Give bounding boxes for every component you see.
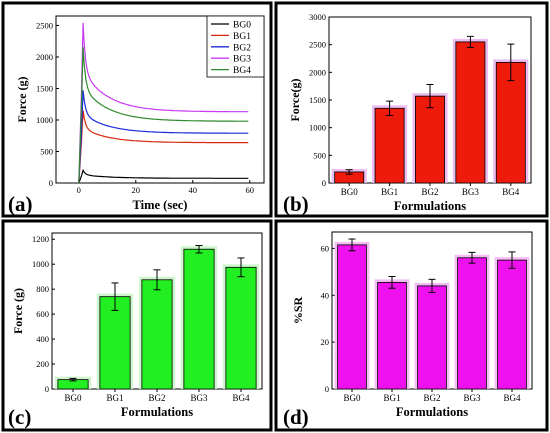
x-tick-label: 60 — [246, 185, 255, 195]
bar-BG1 — [374, 107, 405, 184]
x-tick-label: BG1 — [381, 187, 398, 197]
x-tick-label: BG2 — [421, 187, 438, 197]
x-tick-label: 20 — [132, 185, 141, 195]
legend-label: BG2 — [233, 43, 251, 53]
y-tick-label: 1000 — [32, 259, 49, 269]
y-tick-label: 1200 — [32, 234, 49, 244]
x-tick-label: BG3 — [463, 393, 481, 403]
x-tick-label: BG0 — [64, 393, 82, 403]
y-axis-label: %SR — [291, 296, 305, 324]
bar-BG3 — [183, 248, 215, 390]
x-tick-label: BG0 — [343, 393, 361, 403]
x-axis-label: Time (sec) — [133, 198, 188, 212]
x-tick-label: BG4 — [503, 393, 521, 403]
y-tick-label: 2000 — [36, 52, 53, 62]
y-tick-label: 400 — [36, 334, 49, 344]
bar-BG0 — [337, 244, 367, 390]
legend-label: BG4 — [233, 66, 251, 76]
bar-BG2 — [141, 279, 173, 390]
panel-label: (a) — [8, 192, 33, 216]
y-tick-label: 0 — [49, 178, 53, 188]
bar-BG1 — [99, 296, 131, 390]
panel-c: 0 200 400 600 800 1000 1200 Force (g) BG0 BG1 BG2 B… — [1, 219, 273, 432]
panel-label: (c) — [8, 405, 31, 429]
y-tick-label: 500 — [313, 150, 326, 160]
y-tick-label: 600 — [36, 309, 49, 319]
x-axis-label: Formulations — [396, 405, 468, 419]
x-tick-label: BG3 — [190, 393, 208, 403]
panel-label: (d) — [283, 405, 309, 429]
series-line-BG4 — [78, 46, 249, 184]
series-line-BG2 — [78, 90, 249, 184]
y-axis-label: Force(g) — [288, 78, 302, 121]
x-tick-label: BG4 — [232, 393, 250, 403]
panel-b: 0 500 1000 1500 2000 2500 3000 Force(g) BG0 BG1 BG… — [274, 1, 549, 218]
y-axis-label: Force (g) — [15, 76, 29, 122]
series-line-BG3 — [78, 22, 249, 184]
bar-BG2 — [417, 285, 447, 390]
x-tick-label: BG0 — [341, 187, 359, 197]
y-tick-label: 3000 — [309, 12, 326, 22]
legend-label: BG0 — [233, 21, 251, 31]
bar-BG1 — [377, 281, 407, 390]
y-tick-label: 20 — [321, 337, 330, 347]
y-tick-label: 1500 — [36, 83, 53, 93]
axes-box — [55, 15, 265, 184]
x-tick-label: 40 — [189, 185, 198, 195]
y-tick-label: 200 — [36, 359, 49, 369]
y-axis-label: Force (g) — [11, 288, 25, 334]
series-line-BG1 — [78, 110, 249, 184]
bar-BG3 — [455, 41, 486, 184]
y-tick-label: 1500 — [309, 95, 326, 105]
x-tick-label: BG4 — [502, 187, 520, 197]
y-tick-label: 0 — [325, 384, 329, 394]
bar-BG4 — [225, 266, 257, 390]
y-tick-label: 800 — [36, 284, 49, 294]
y-tick-label: 500 — [40, 146, 53, 156]
panel-label: (b) — [283, 192, 309, 216]
y-tick-label: 2000 — [309, 67, 326, 77]
y-tick-label: 2500 — [309, 40, 326, 50]
legend-label: BG1 — [233, 32, 251, 42]
x-axis-label: Formulations — [394, 199, 466, 213]
x-tick-label: BG2 — [148, 393, 165, 403]
x-tick-label: BG3 — [462, 187, 480, 197]
x-tick-label: BG1 — [106, 393, 123, 403]
y-tick-label: 1000 — [309, 123, 326, 133]
bar-BG4 — [495, 61, 526, 184]
y-tick-label: 0 — [45, 384, 49, 394]
legend-label: BG3 — [233, 55, 251, 65]
panel-d: 0 20 40 60 %SR BG0 BG1 BG2 BG3 BG4 Formulations (d) — [274, 219, 549, 432]
x-tick-label: 0 — [77, 185, 81, 195]
bar-BG2 — [415, 95, 445, 184]
panel-a: 0 500 1000 1500 2000 2500 Force (g) 0 20 40 60 Time… — [1, 1, 273, 218]
series-line-BG0 — [78, 168, 249, 184]
x-tick-label: BG2 — [423, 393, 440, 403]
bar-BG4 — [497, 259, 527, 390]
y-tick-label: 2500 — [36, 20, 53, 30]
x-axis-label: Formulations — [121, 405, 193, 419]
y-tick-label: 0 — [322, 178, 326, 188]
y-tick-label: 1000 — [36, 115, 53, 125]
x-tick-label: BG1 — [383, 393, 400, 403]
y-tick-label: 40 — [321, 290, 330, 300]
bar-BG3 — [457, 257, 487, 390]
y-tick-label: 60 — [321, 243, 330, 253]
